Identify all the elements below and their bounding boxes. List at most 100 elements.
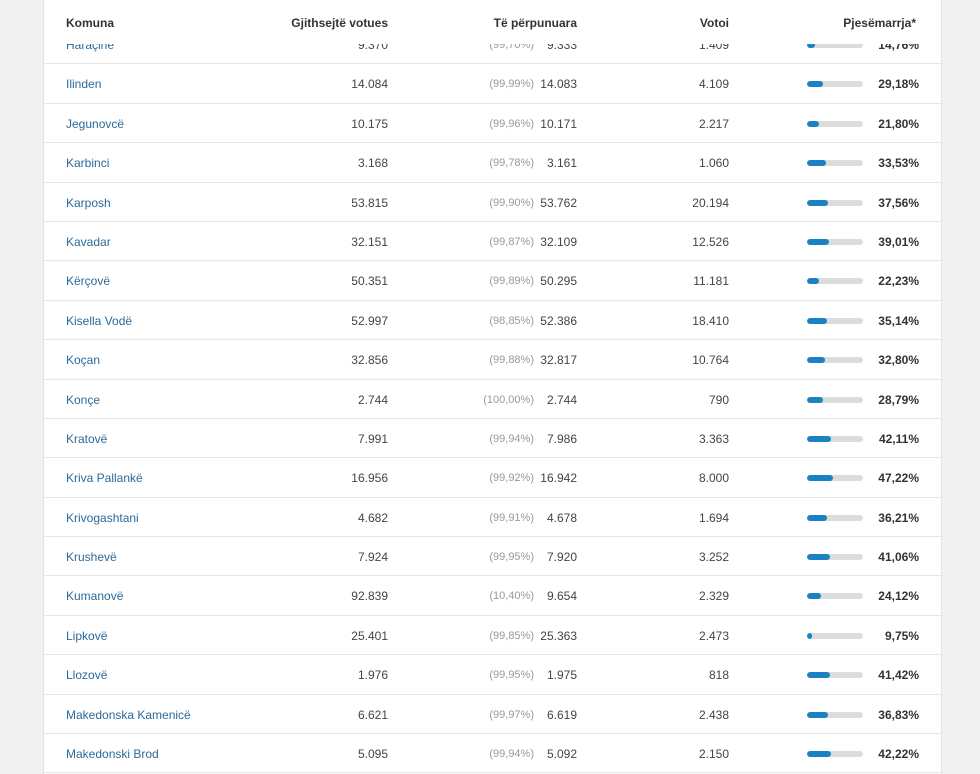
voted-count: 20.194 — [692, 195, 729, 210]
turnout-bar-fill — [807, 42, 816, 48]
processed-count: 32.109 — [540, 234, 577, 249]
municipality-link[interactable]: Kratovë — [66, 431, 108, 446]
table-header: Komuna Gjithsejtë votues Të përpunuara V… — [44, 0, 941, 44]
processed-percent: (99,94%) — [489, 432, 534, 445]
registered-count: 10.175 — [351, 116, 388, 131]
turnout-percent: 37,56% — [878, 195, 919, 210]
voted-count: 2.150 — [698, 747, 729, 762]
turnout-bar-fill — [807, 160, 826, 167]
voted-count: 818 — [708, 668, 729, 683]
turnout-percent: 22,23% — [878, 274, 919, 289]
processed-percent: (99,95%) — [489, 669, 534, 682]
processed-percent: (99,99%) — [489, 78, 534, 91]
table-row: Makedonska Kamenicë 6.621 (99,97%) 6.619 2.4… — [44, 695, 941, 735]
municipality-link[interactable]: Krivogashtani — [66, 510, 139, 525]
processed-count: 50.295 — [540, 274, 577, 289]
processed-percent: (99,78%) — [489, 157, 534, 170]
municipality-link[interactable]: Karposh — [66, 195, 111, 210]
processed-count: 10.171 — [540, 116, 577, 131]
turnout-bar-fill — [807, 593, 821, 600]
voted-count: 18.410 — [692, 313, 729, 328]
municipality-link[interactable]: Kërçovë — [66, 274, 111, 289]
turnout-bar-fill — [807, 435, 831, 442]
header-municipality[interactable]: Komuna — [66, 16, 114, 30]
table-row: Krivogashtani 4.682 (99,91%) 4.678 1.694 36,2… — [44, 498, 941, 538]
table-row: Lipkovë 25.401 (99,85%) 25.363 2.473 9,75% — [44, 616, 941, 656]
turnout-percent: 36,21% — [878, 510, 919, 525]
turnout-bar — [807, 632, 863, 639]
municipality-link[interactable]: Jegunovcë — [66, 116, 125, 131]
municipality-link[interactable]: Kriva Pallankë — [66, 471, 143, 486]
voted-count: 4.109 — [698, 77, 729, 92]
voted-count: 3.252 — [698, 550, 729, 565]
processed-count: 32.817 — [540, 353, 577, 368]
voted-count: 12.526 — [692, 234, 729, 249]
header-voted[interactable]: Votoi — [699, 16, 729, 30]
table-row: Karbinci 3.168 (99,78%) 3.161 1.060 33,53% — [44, 143, 941, 183]
municipality-link[interactable]: Makedonska Kamenicë — [66, 707, 191, 722]
turnout-bar-fill — [807, 199, 829, 206]
turnout-bar — [807, 120, 863, 127]
registered-count: 3.168 — [357, 156, 388, 171]
municipality-link[interactable]: Krushevë — [66, 550, 117, 565]
header-registered[interactable]: Gjithsejtë votues — [291, 16, 388, 30]
processed-percent: (99,85%) — [489, 629, 534, 642]
table-row: Kavadar 32.151 (99,87%) 32.109 12.526 39,01% — [44, 222, 941, 262]
voted-count: 10.764 — [692, 353, 729, 368]
turnout-percent: 28,79% — [878, 392, 919, 407]
turnout-percent: 42,11% — [878, 431, 919, 446]
table-row: Llozovë 1.976 (99,95%) 1.975 818 41,42% — [44, 655, 941, 695]
processed-percent: (100,00%) — [483, 393, 534, 406]
header-processed[interactable]: Të përpunuara — [493, 16, 577, 30]
turnout-bar — [807, 711, 863, 718]
processed-percent: (99,91%) — [489, 511, 534, 524]
processed-percent: (99,96%) — [489, 117, 534, 130]
turnout-bar — [807, 435, 863, 442]
municipality-link[interactable]: Lipkovë — [66, 628, 108, 643]
turnout-bar — [807, 396, 863, 403]
table-row: Karposh 53.815 (99,90%) 53.762 20.194 37,56% — [44, 183, 941, 222]
municipality-link[interactable]: Makedonski Brod — [66, 747, 159, 762]
table-row: Krushevë 7.924 (99,95%) 7.920 3.252 41,06% — [44, 537, 941, 577]
processed-count: 1.975 — [546, 668, 577, 683]
turnout-bar — [807, 514, 863, 521]
processed-count: 53.762 — [540, 195, 577, 210]
voted-count: 8.000 — [698, 471, 729, 486]
registered-count: 53.815 — [351, 195, 388, 210]
municipality-link[interactable]: Kumanovë — [66, 589, 124, 604]
turnout-percent: 36,83% — [878, 707, 919, 722]
turnout-bar — [807, 238, 863, 245]
processed-count: 52.386 — [540, 313, 577, 328]
turnout-bar-fill — [807, 317, 827, 324]
table-row: Koçan 32.856 (99,88%) 32.817 10.764 32,80% — [44, 340, 941, 380]
municipality-link[interactable]: Koçan — [66, 353, 101, 368]
turnout-bar — [807, 751, 863, 758]
municipality-link[interactable]: Kavadar — [66, 234, 111, 249]
municipality-link[interactable]: Kisella Vodë — [66, 313, 133, 328]
registered-count: 4.682 — [357, 510, 388, 525]
voted-count: 2.329 — [698, 589, 729, 604]
registered-count: 7.924 — [357, 550, 388, 565]
registered-count: 92.839 — [351, 589, 388, 604]
turnout-bar — [807, 42, 863, 48]
turnout-bar — [807, 357, 863, 364]
voted-count: 2.217 — [698, 116, 729, 131]
registered-count: 7.991 — [357, 431, 388, 446]
processed-percent: (99,94%) — [489, 748, 534, 761]
municipality-link[interactable]: Llozovë — [66, 668, 108, 683]
municipality-link[interactable]: Konçe — [66, 392, 101, 407]
registered-count: 52.997 — [351, 313, 388, 328]
municipality-link[interactable]: Karbinci — [66, 156, 110, 171]
turnout-bar-fill — [807, 475, 834, 482]
turnout-percent: 41,06% — [878, 550, 919, 565]
table-body: Haraçinë 9.370 (99,70%) 9.333 1.409 14,76% Ili… — [44, 25, 941, 774]
turnout-bar-fill — [807, 238, 829, 245]
turnout-bar — [807, 81, 863, 88]
municipality-link[interactable]: Ilinden — [66, 77, 102, 92]
processed-percent: (10,40%) — [489, 590, 534, 603]
turnout-bar — [807, 160, 863, 167]
turnout-percent: 41,42% — [878, 668, 919, 683]
header-turnout[interactable]: Pjesëmarrja* — [843, 16, 916, 30]
processed-percent: (99,88%) — [489, 354, 534, 367]
table-row: Kriva Pallankë 16.956 (99,92%) 16.942 8.000 4… — [44, 458, 941, 498]
